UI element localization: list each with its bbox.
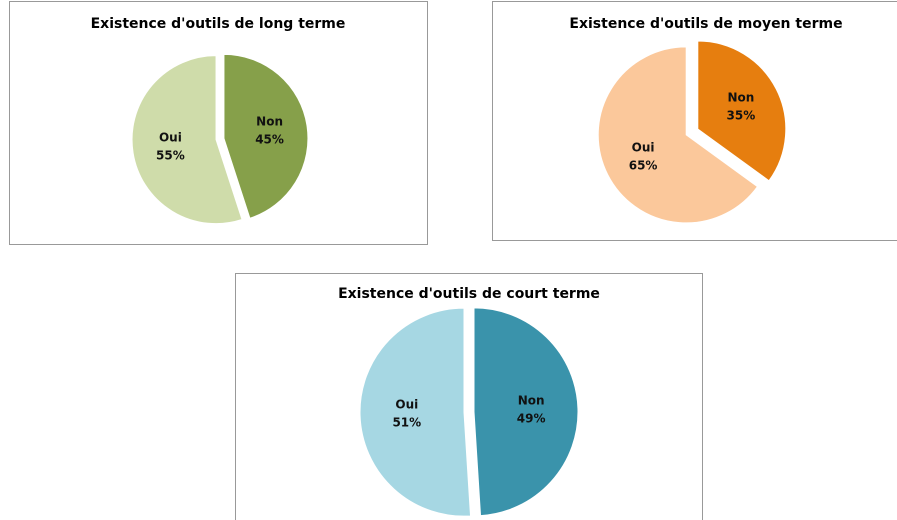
slice-label: Oui: [395, 397, 418, 411]
slice-value: 51%: [392, 415, 421, 429]
slice-label: Non: [256, 115, 283, 129]
slice-value: 65%: [629, 158, 658, 172]
slice-label: Non: [518, 394, 545, 408]
chart-title: Existence d'outils de court terme: [338, 286, 600, 302]
pie-slice: [223, 53, 309, 219]
pie-slice: [131, 55, 243, 225]
slice-value: 35%: [727, 109, 756, 123]
slice-value: 49%: [517, 412, 546, 426]
slice-value: 55%: [156, 148, 185, 162]
slice-value: 45%: [255, 133, 284, 147]
slice-label: Oui: [159, 130, 182, 144]
chart-title: Existence d'outils de long terme: [91, 16, 346, 32]
chart-title: Existence d'outils de moyen terme: [569, 16, 842, 32]
slice-label: Non: [728, 91, 755, 105]
chart-frame: [235, 273, 703, 520]
pie-slice: [597, 46, 759, 224]
pie-slice: [473, 307, 579, 517]
slice-label: Oui: [632, 140, 655, 154]
pie-slice: [697, 40, 787, 182]
pie-slice: [359, 307, 472, 517]
